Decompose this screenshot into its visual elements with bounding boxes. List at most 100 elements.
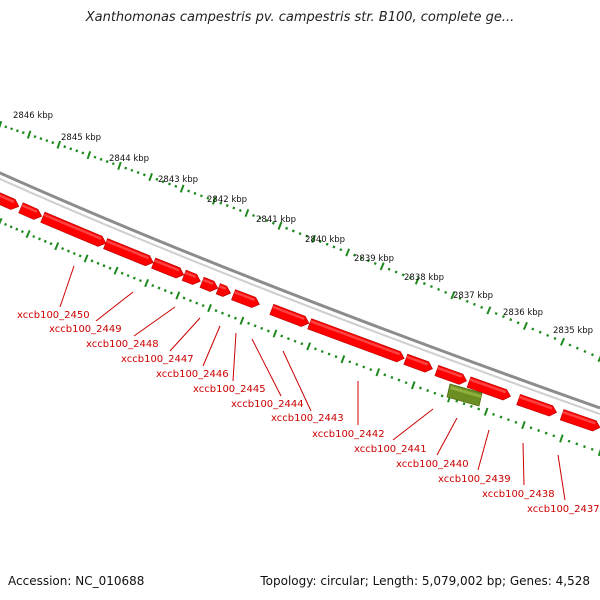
gene-label[interactable]: xccb100_2448 xyxy=(86,339,159,350)
outer-scale-minor-tick xyxy=(373,261,377,266)
gene-label[interactable]: xccb100_2438 xyxy=(482,489,555,500)
inner-scale-minor-tick xyxy=(462,402,466,406)
outer-scale-minor-tick xyxy=(509,318,513,322)
inner-scale-major-tick xyxy=(0,217,3,225)
gene-label[interactable]: xccb100_2443 xyxy=(271,413,344,424)
outer-scale-minor-tick xyxy=(458,296,462,300)
gene-leader-line xyxy=(251,338,282,397)
outer-scale-minor-tick xyxy=(99,157,103,161)
outer-scale-minor-tick xyxy=(136,171,140,175)
outer-scale-minor-tick xyxy=(193,191,197,195)
inner-scale-minor-tick xyxy=(355,362,359,366)
inner-scale-minor-tick xyxy=(90,259,94,263)
scale-label: 2837 kbp xyxy=(453,291,493,301)
outer-scale-minor-tick xyxy=(124,166,128,170)
inner-scale-minor-tick xyxy=(552,434,556,438)
inner-scale-minor-tick xyxy=(514,420,518,424)
inner-scale-minor-tick xyxy=(163,288,167,293)
inner-scale-major-tick xyxy=(207,304,212,313)
gene-leader-line xyxy=(95,291,134,322)
backbone-inner-line xyxy=(0,177,600,415)
inner-scale-minor-tick xyxy=(583,445,586,449)
outer-scale-minor-tick xyxy=(353,253,357,257)
gene-label[interactable]: xccb100_2439 xyxy=(438,474,511,485)
inner-scale-minor-tick xyxy=(138,279,142,283)
outer-scale-minor-tick xyxy=(583,349,587,354)
gene-leader-line xyxy=(232,332,237,382)
genome-summary-text: Topology: circular; Length: 5,079,002 bp… xyxy=(260,574,590,588)
gene-label[interactable]: xccb100_2442 xyxy=(312,429,385,440)
outer-scale-minor-tick xyxy=(394,270,398,274)
outer-scale-minor-tick xyxy=(105,160,109,164)
inner-scale-minor-tick xyxy=(151,284,155,288)
outer-scale-major-tick xyxy=(559,337,566,346)
inner-scale-major-tick xyxy=(483,407,489,416)
gene-label[interactable]: xccb100_2440 xyxy=(396,459,469,470)
inner-scale-minor-tick xyxy=(78,254,82,258)
outer-scale-minor-tick xyxy=(10,127,14,131)
outer-scale-major-tick xyxy=(486,306,492,315)
gene-block[interactable] xyxy=(215,283,232,297)
inner-scale-minor-tick xyxy=(537,428,541,432)
inner-scale-minor-tick xyxy=(120,271,124,275)
gene-label[interactable]: xccb100_2441 xyxy=(354,444,427,455)
gene-block[interactable] xyxy=(181,269,201,285)
inner-scale-minor-tick xyxy=(220,311,224,315)
inner-scale-minor-tick xyxy=(32,234,36,239)
gene-label[interactable]: xccb100_2437 xyxy=(527,504,600,515)
inner-scale-minor-tick xyxy=(260,326,264,330)
scale-label: 2845 kbp xyxy=(61,133,101,143)
inner-scale-major-tick xyxy=(239,316,245,325)
gene-leader-line xyxy=(392,408,434,441)
scale-label: 2841 kbp xyxy=(256,215,296,225)
outer-scale-minor-tick xyxy=(480,305,484,309)
scale-labels: 2846 kbp 2845 kbp 2844 kbp 2843 kbp 2842 kbp… xyxy=(13,111,593,336)
inner-scale-minor-tick xyxy=(455,399,459,403)
inner-scale-major-tick xyxy=(521,420,526,430)
gene-label[interactable]: xccb100_2449 xyxy=(49,324,122,335)
inner-scale-minor-tick xyxy=(247,321,251,325)
outer-scale-major-tick xyxy=(597,355,600,363)
inner-scale-minor-tick xyxy=(157,286,161,290)
gene-block-highlight xyxy=(272,305,305,320)
inner-scale-major-tick xyxy=(175,291,181,300)
inner-scale-major-tick xyxy=(272,329,278,338)
outer-scale-minor-tick xyxy=(531,327,535,331)
outer-scale-minor-tick xyxy=(472,302,476,306)
inner-scale-major-tick xyxy=(597,448,600,457)
outer-scale-minor-tick xyxy=(339,248,343,252)
gene-label[interactable]: xccb100_2450 xyxy=(17,310,90,321)
gene-label[interactable]: xccb100_2447 xyxy=(121,354,194,365)
inner-scale-minor-tick xyxy=(195,301,199,305)
gene-block-highlight xyxy=(519,395,553,410)
inner-scale-minor-tick xyxy=(280,334,284,338)
inner-scale-minor-tick xyxy=(440,394,444,398)
outer-scale-minor-tick xyxy=(318,239,322,244)
inner-scale-minor-tick xyxy=(4,222,8,226)
outer-scale-minor-tick xyxy=(252,214,255,217)
gene-block[interactable] xyxy=(199,276,219,292)
outer-scale-major-tick xyxy=(26,130,32,139)
gene-block-highlight xyxy=(469,378,507,394)
outer-scale-major-tick xyxy=(379,262,385,271)
inner-scale-minor-tick xyxy=(369,368,373,372)
outer-scale-major-tick xyxy=(522,321,528,330)
outer-scale-minor-tick xyxy=(232,206,236,210)
inner-scale-minor-tick xyxy=(293,339,297,343)
outer-scale-minor-tick xyxy=(265,219,269,223)
gene-label[interactable]: xccb100_2446 xyxy=(156,369,229,380)
inner-scale-minor-tick xyxy=(320,349,324,354)
outer-scale-minor-tick xyxy=(174,184,178,188)
outer-scale-minor-tick xyxy=(575,346,579,350)
outer-scale-minor-tick xyxy=(39,137,43,141)
gene-label[interactable]: xccb100_2445 xyxy=(193,384,266,395)
gene-label[interactable]: xccb100_2444 xyxy=(231,399,304,410)
inner-scale-minor-tick xyxy=(529,426,533,430)
inner-scale-major-tick xyxy=(83,254,89,263)
gene-block-highlight xyxy=(43,213,102,240)
inner-scale-major-tick xyxy=(25,229,31,239)
special-feature-highlight xyxy=(450,386,481,398)
outer-scale-major-tick xyxy=(56,140,62,149)
outer-scale-major-tick xyxy=(277,221,283,230)
